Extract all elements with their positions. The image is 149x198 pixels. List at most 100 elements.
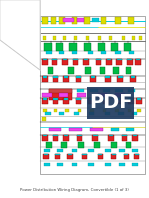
Bar bbox=[92, 18, 99, 22]
Bar bbox=[62, 59, 68, 65]
Bar bbox=[43, 135, 48, 136]
Bar bbox=[105, 163, 111, 166]
Bar bbox=[98, 36, 101, 40]
Bar bbox=[115, 93, 125, 97]
Bar bbox=[94, 142, 100, 148]
Bar bbox=[53, 76, 58, 78]
Bar bbox=[87, 87, 134, 119]
Bar bbox=[72, 17, 77, 24]
Bar bbox=[49, 89, 72, 93]
Bar bbox=[118, 112, 124, 114]
Bar bbox=[63, 36, 66, 40]
Bar bbox=[139, 36, 142, 40]
Bar bbox=[84, 17, 90, 24]
Bar bbox=[135, 154, 139, 155]
Bar bbox=[101, 51, 106, 54]
Bar bbox=[77, 89, 84, 92]
Bar bbox=[130, 76, 136, 82]
Bar bbox=[88, 163, 94, 166]
Bar bbox=[132, 36, 135, 40]
Bar bbox=[45, 112, 51, 114]
Bar bbox=[44, 163, 50, 166]
Bar bbox=[88, 51, 93, 54]
Bar bbox=[132, 149, 138, 152]
Bar bbox=[63, 135, 69, 141]
Bar bbox=[76, 76, 82, 82]
Bar bbox=[59, 112, 64, 114]
Bar bbox=[43, 76, 48, 78]
Bar bbox=[74, 112, 79, 114]
Bar bbox=[53, 135, 58, 136]
Bar bbox=[44, 154, 48, 155]
Bar bbox=[101, 17, 106, 24]
Bar bbox=[48, 67, 53, 74]
Bar bbox=[51, 17, 56, 24]
Bar bbox=[117, 59, 122, 60]
Bar bbox=[90, 128, 103, 131]
Bar bbox=[65, 109, 69, 112]
Bar bbox=[98, 154, 103, 159]
Bar bbox=[115, 17, 121, 24]
Bar bbox=[77, 18, 84, 22]
Bar bbox=[105, 112, 110, 114]
Bar bbox=[77, 135, 82, 141]
Bar bbox=[42, 98, 48, 104]
Bar bbox=[113, 67, 119, 74]
Bar bbox=[106, 59, 112, 65]
Bar bbox=[90, 109, 94, 112]
Bar bbox=[88, 98, 94, 104]
Bar bbox=[73, 59, 78, 60]
Bar bbox=[84, 43, 91, 51]
Bar bbox=[89, 98, 93, 100]
Bar bbox=[127, 59, 132, 60]
Bar bbox=[126, 142, 132, 148]
Bar bbox=[72, 51, 77, 54]
Bar bbox=[86, 36, 89, 40]
Bar bbox=[69, 43, 77, 51]
Bar bbox=[61, 142, 67, 148]
Bar bbox=[98, 43, 105, 51]
Bar bbox=[43, 109, 47, 112]
Bar bbox=[56, 43, 63, 51]
Bar bbox=[57, 163, 63, 166]
Bar bbox=[44, 149, 50, 152]
Bar bbox=[76, 98, 81, 100]
Bar bbox=[118, 76, 123, 78]
Bar bbox=[131, 76, 135, 78]
Bar bbox=[129, 51, 134, 54]
Bar bbox=[103, 89, 110, 92]
Bar bbox=[64, 135, 68, 136]
Bar bbox=[53, 76, 58, 82]
Bar bbox=[57, 149, 63, 152]
Bar bbox=[105, 76, 111, 82]
Bar bbox=[116, 59, 122, 65]
Bar bbox=[136, 59, 140, 60]
Bar bbox=[96, 59, 101, 60]
Bar bbox=[90, 89, 98, 92]
Bar bbox=[69, 128, 82, 131]
Bar bbox=[124, 154, 129, 159]
Bar bbox=[111, 128, 119, 131]
Bar bbox=[91, 76, 96, 78]
Bar bbox=[43, 36, 46, 40]
Bar bbox=[111, 142, 117, 148]
Bar bbox=[72, 149, 77, 152]
Bar bbox=[115, 51, 121, 54]
Bar bbox=[73, 59, 78, 65]
Bar bbox=[46, 51, 52, 54]
Bar bbox=[54, 109, 58, 112]
Bar bbox=[55, 154, 60, 159]
Bar bbox=[128, 98, 134, 104]
Bar bbox=[134, 154, 139, 159]
Bar bbox=[115, 89, 123, 92]
Bar bbox=[53, 36, 56, 40]
Bar bbox=[64, 98, 68, 100]
Bar bbox=[132, 135, 138, 141]
Bar bbox=[92, 135, 98, 141]
Bar bbox=[100, 67, 105, 74]
Bar bbox=[43, 98, 48, 100]
Bar bbox=[93, 135, 98, 136]
Bar bbox=[83, 59, 89, 65]
Bar bbox=[44, 43, 52, 51]
Bar bbox=[76, 98, 82, 104]
